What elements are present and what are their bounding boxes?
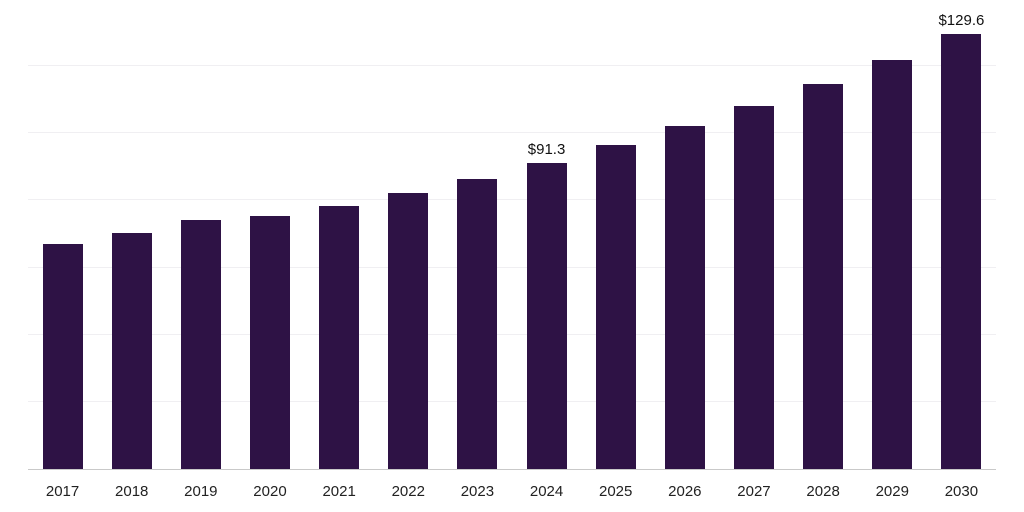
bar-value-label-2024: $91.3 xyxy=(527,140,566,158)
bar-2030 xyxy=(941,33,982,469)
bar-2025 xyxy=(595,144,636,469)
bar-column-2030: $129.6 xyxy=(927,0,996,469)
bar-2029 xyxy=(872,60,913,469)
gridline xyxy=(28,400,996,402)
bar-column-2022 xyxy=(374,0,443,469)
bar-2021 xyxy=(319,206,360,469)
plot-area: $91.3 $129.6 xyxy=(28,0,996,470)
gridline xyxy=(28,132,996,134)
bar-2026 xyxy=(664,125,705,469)
bar-column-2024: $91.3 xyxy=(512,0,581,469)
x-tick-label-2026: 2026 xyxy=(668,483,702,500)
x-tick-label-2025: 2025 xyxy=(599,483,633,500)
x-tick-label-2027: 2027 xyxy=(737,483,771,500)
x-axis-labels: 2017 2018 2019 2020 2021 2022 2023 2024 2025 2026… xyxy=(28,471,996,511)
x-tick-label-2019: 2019 xyxy=(184,483,218,500)
x-tick-label-2028: 2028 xyxy=(806,483,840,500)
bar-2022 xyxy=(388,193,429,469)
gridline xyxy=(28,65,996,67)
bar-column-2025 xyxy=(581,0,650,469)
x-tick-label-2030: 2030 xyxy=(944,483,979,500)
gridline xyxy=(28,199,996,201)
bar-column-2023 xyxy=(443,0,512,469)
x-tick-label-2024: 2024 xyxy=(529,483,564,500)
bar-column-2017 xyxy=(28,0,97,469)
bar-column-2029 xyxy=(858,0,927,469)
bars-row: $91.3 $129.6 xyxy=(28,0,996,469)
bar-column-2021 xyxy=(305,0,374,469)
bar-column-2020 xyxy=(235,0,304,469)
bar-column-2018 xyxy=(97,0,166,469)
bar-2017 xyxy=(42,244,83,469)
x-tick-label-2023: 2023 xyxy=(460,483,495,500)
x-tick-label-2018: 2018 xyxy=(115,483,149,500)
gridline xyxy=(28,333,996,335)
bar-column-2026 xyxy=(650,0,719,469)
bar-2028 xyxy=(803,83,844,469)
gridline xyxy=(28,266,996,268)
bar-column-2028 xyxy=(789,0,858,469)
bar-2027 xyxy=(733,105,774,469)
x-tick-label-2020: 2020 xyxy=(253,483,287,500)
x-tick-label-2017: 2017 xyxy=(45,483,80,500)
bar-2018 xyxy=(111,232,152,469)
bar-2020 xyxy=(249,216,290,469)
bar-2024 xyxy=(526,162,567,469)
x-tick-label-2022: 2022 xyxy=(391,483,425,500)
bar-2023 xyxy=(457,179,498,469)
bar-column-2027 xyxy=(719,0,788,469)
x-tick-label-2029: 2029 xyxy=(875,483,909,500)
bar-2019 xyxy=(180,219,221,469)
bar-value-label-2030: $129.6 xyxy=(938,11,985,29)
bar-column-2019 xyxy=(166,0,235,469)
x-tick-label-2021: 2021 xyxy=(322,483,356,500)
